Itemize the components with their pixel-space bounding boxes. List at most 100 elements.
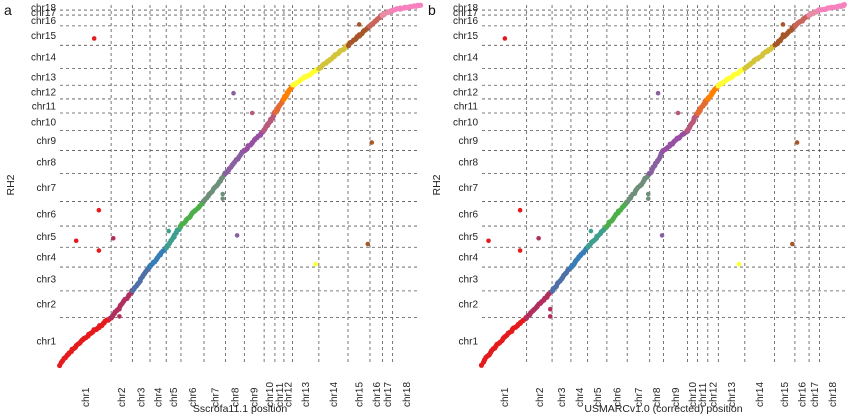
y-tick-label: chr7 [37, 183, 57, 194]
series-chr18 [389, 2, 424, 13]
outlier-point [91, 36, 97, 41]
outlier-point [790, 241, 795, 247]
y-tick-label: chr5 [37, 232, 57, 243]
y-tick-label: chr8 [459, 157, 479, 168]
y-tick-label: chr3 [37, 274, 57, 285]
outlier-point [96, 207, 102, 213]
x-tick-label: chr14 [329, 382, 340, 407]
y-tick-label: chr13 [31, 72, 56, 83]
outlier-point [675, 110, 681, 116]
outlier-point [96, 248, 102, 253]
x-tick-label: chr13 [301, 382, 312, 407]
x-tick-label: chr15 [780, 382, 791, 407]
x-tick-label: chr1 [81, 387, 92, 407]
y-tick-label: chr14 [31, 52, 56, 63]
series-chr10 [261, 109, 278, 134]
y-tick-label: chr8 [37, 157, 57, 168]
data-point [417, 2, 424, 8]
outlier-point [231, 90, 236, 96]
panel-b: b chr1 chr2 chr3 chr4 chr5 chr6 chr7 chr8 chr9 chr… [428, 1, 848, 415]
outlier-point [517, 207, 523, 213]
series-chr9 [242, 127, 267, 154]
outlier-point [502, 36, 508, 41]
outlier-point [313, 261, 318, 267]
x-tick-label: chr6 [613, 387, 624, 407]
x-tick-label: chr11 [698, 382, 709, 407]
y-tick-label: chr4 [459, 253, 479, 264]
x-tick-label: chr4 [575, 387, 586, 407]
x-tick-label: chr7 [634, 387, 645, 407]
series-chr14 [742, 42, 778, 72]
outlier-point [486, 238, 491, 244]
y-tick-label: chr15 [453, 31, 478, 42]
x-tick-label: chr7 [210, 387, 221, 407]
series-chr8 [222, 147, 247, 177]
y-tick-label: chr1 [37, 337, 57, 348]
x-tick-label: chr1 [500, 387, 511, 407]
x-tick-label: chr12 [284, 382, 295, 407]
x-tick-label: chr16 [797, 382, 808, 407]
x-tick-label: chr2 [117, 387, 128, 407]
y-tick-label: chr3 [459, 274, 479, 285]
series-chr6 [603, 199, 630, 230]
outlier-points [486, 22, 800, 319]
y-tick-label: chr6 [37, 209, 57, 220]
outlier-point [356, 22, 362, 27]
x-tick-label: chr17 [810, 382, 821, 407]
outlier-point [220, 196, 226, 201]
y-tick-label: chr13 [453, 72, 478, 83]
x-tick-label: chr9 [671, 387, 682, 407]
outlier-point [794, 140, 800, 145]
y-tick-label: chr9 [459, 136, 479, 147]
x-axis-title: USMARCv1.0 (corrected) position [584, 403, 742, 415]
x-tick-label: chr17 [383, 382, 394, 407]
x-tick-label: chr18 [828, 382, 839, 407]
y-tick-label: chr11 [32, 101, 57, 112]
outlier-point [166, 228, 172, 234]
series-chr14 [316, 42, 351, 72]
x-axis-title: Sscrofa11.1 position [193, 403, 288, 415]
y-tick-label: chr12 [31, 88, 56, 99]
y-tick-label: chr16 [453, 16, 478, 27]
outlier-point [110, 235, 116, 241]
outlier-point [659, 233, 665, 238]
x-tick-label: chr18 [402, 382, 413, 407]
outlier-point [517, 248, 523, 253]
x-tick-label: chr10 [688, 382, 699, 407]
y-tick-label: chr7 [459, 183, 479, 194]
outlier-point [369, 140, 375, 145]
y-tick-label: chr2 [459, 300, 479, 311]
outlier-point [780, 22, 786, 27]
y-axis-title: RH2 [5, 174, 17, 195]
outlier-point [547, 306, 553, 312]
series-chr1 [57, 315, 114, 369]
x-tick-label: chr2 [535, 387, 546, 407]
y-tick-label: chr6 [459, 209, 479, 220]
x-tick-label: chr8 [652, 387, 663, 407]
panel-letter: a [4, 2, 12, 18]
panel-a: a chr1 chr2 chr3 chr4 chr5 chr6 chr7 chr8 chr9 chr… [4, 2, 424, 415]
outlier-points [73, 22, 375, 319]
outlier-point [249, 110, 255, 116]
x-tick-label: chr4 [154, 387, 165, 407]
x-tick-label: chr6 [188, 387, 199, 407]
y-tick-label: chr12 [453, 88, 478, 99]
x-tick-label: chr8 [230, 387, 241, 407]
x-tick-label: chr14 [755, 382, 766, 407]
outlier-point [220, 191, 226, 197]
y-tick-label: chr10 [453, 117, 478, 128]
series-chr1 [478, 314, 529, 368]
x-tick-label: chr9 [250, 387, 261, 407]
y-axis-title: RH2 [431, 174, 443, 195]
x-tick-label: chr3 [557, 387, 568, 407]
x-tick-label: chr12 [709, 382, 720, 407]
outlier-point [117, 314, 122, 319]
series-chr11 [272, 96, 286, 116]
series-chr18 [816, 1, 848, 13]
x-tick-label: chr16 [372, 382, 383, 407]
outlier-point [234, 233, 240, 238]
x-tick-label: chr3 [137, 387, 148, 407]
series-chr3 [129, 264, 153, 294]
outlier-point [645, 196, 651, 201]
y-tick-label: chr18 [453, 3, 478, 14]
